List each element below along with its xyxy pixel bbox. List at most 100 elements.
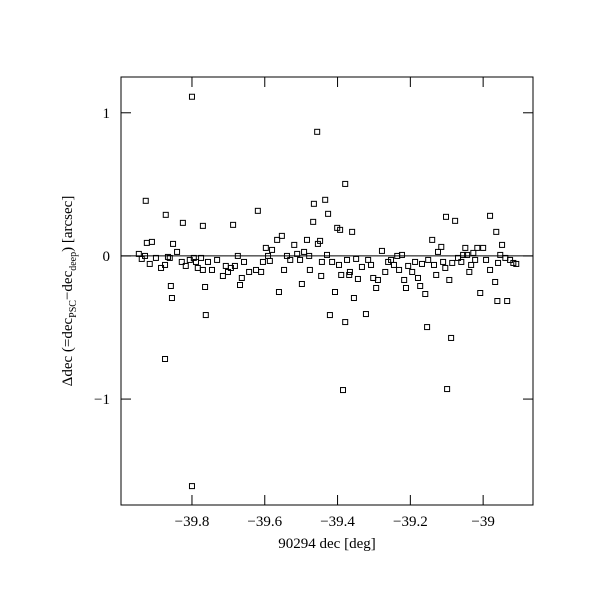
data-point [495,259,502,266]
data-point [349,228,356,235]
x-tick-label: −39.6 [247,514,282,530]
data-point [373,284,380,291]
data-point [174,248,181,255]
data-point [222,262,229,269]
data-point [230,221,237,228]
data-point [346,268,353,275]
data-point [409,268,416,275]
data-point [164,253,171,260]
data-point [433,271,440,278]
data-point [499,241,506,248]
data-point [412,258,419,265]
data-point [493,228,500,235]
data-point [378,247,385,254]
data-point [219,272,226,279]
data-point [487,212,494,219]
data-point [325,210,332,217]
data-point [318,272,325,279]
data-point [254,207,261,214]
data-point [148,238,155,245]
data-point [460,251,467,258]
data-point [487,266,494,273]
data-point [241,258,248,265]
data-point [418,260,425,267]
y-label-sub: deep [68,252,79,271]
data-point [237,281,244,288]
data-point [458,258,465,265]
data-point [446,276,453,283]
data-point [162,211,169,218]
data-point [365,256,372,263]
data-point [253,266,260,273]
data-point [182,262,189,269]
data-point [414,274,421,281]
data-point [170,240,177,247]
data-point [354,275,361,282]
y-label-part: Δdec (=dec [60,318,76,387]
x-tick-label: −39 [471,514,494,530]
data-point [214,256,221,263]
data-point [179,219,186,226]
data-point [162,355,169,362]
data-point [234,252,241,259]
data-point [231,262,238,269]
data-point [425,256,432,263]
data-point [275,289,282,296]
data-point [306,266,313,273]
data-point [336,261,343,268]
data-point [178,258,185,265]
x-tick-label: −39.4 [320,514,355,530]
data-point [368,261,375,268]
data-point [444,386,451,393]
y-label-part: ) [arcsec] [60,196,76,252]
data-point [462,244,469,251]
data-point [405,262,412,269]
y-axis-label: Δdec (=decPSC−decdeep) [arcsec] [60,196,79,387]
data-point [497,251,504,258]
data-point [262,244,269,251]
data-point [208,266,215,273]
data-point [340,387,347,394]
data-point [162,261,169,268]
data-point [326,312,333,319]
data-point [443,213,450,220]
y-tick-label: −1 [94,392,110,408]
data-point [401,276,408,283]
data-point [322,196,329,203]
data-point [283,252,290,259]
data-point [291,241,298,248]
data-point [301,248,308,255]
data-point [246,268,253,275]
data-point [194,264,201,271]
data-point [513,260,520,267]
data-point [402,284,409,291]
data-point [362,311,369,318]
data-point [297,256,304,263]
data-point [332,289,339,296]
data-point [448,334,455,341]
data-point [337,226,344,233]
x-axis-label: 90294 dec [deg] [278,536,375,552]
plot-frame [120,76,534,506]
data-point [396,266,403,273]
data-point [464,251,471,258]
data-point [138,255,145,262]
data-point [278,232,285,239]
data-point [152,254,159,261]
y-label-part: −dec [60,270,76,300]
data-point [342,319,349,326]
data-point [188,483,195,490]
y-tick-label: 1 [103,106,111,122]
data-point [346,271,353,278]
data-point [204,258,211,265]
data-point [390,261,397,268]
data-point [435,248,442,255]
data-point [202,312,209,319]
data-point [306,252,313,259]
y-label-sub: PSC [68,300,79,318]
data-point [344,256,351,263]
data-point [310,200,317,207]
data-point [238,274,245,281]
